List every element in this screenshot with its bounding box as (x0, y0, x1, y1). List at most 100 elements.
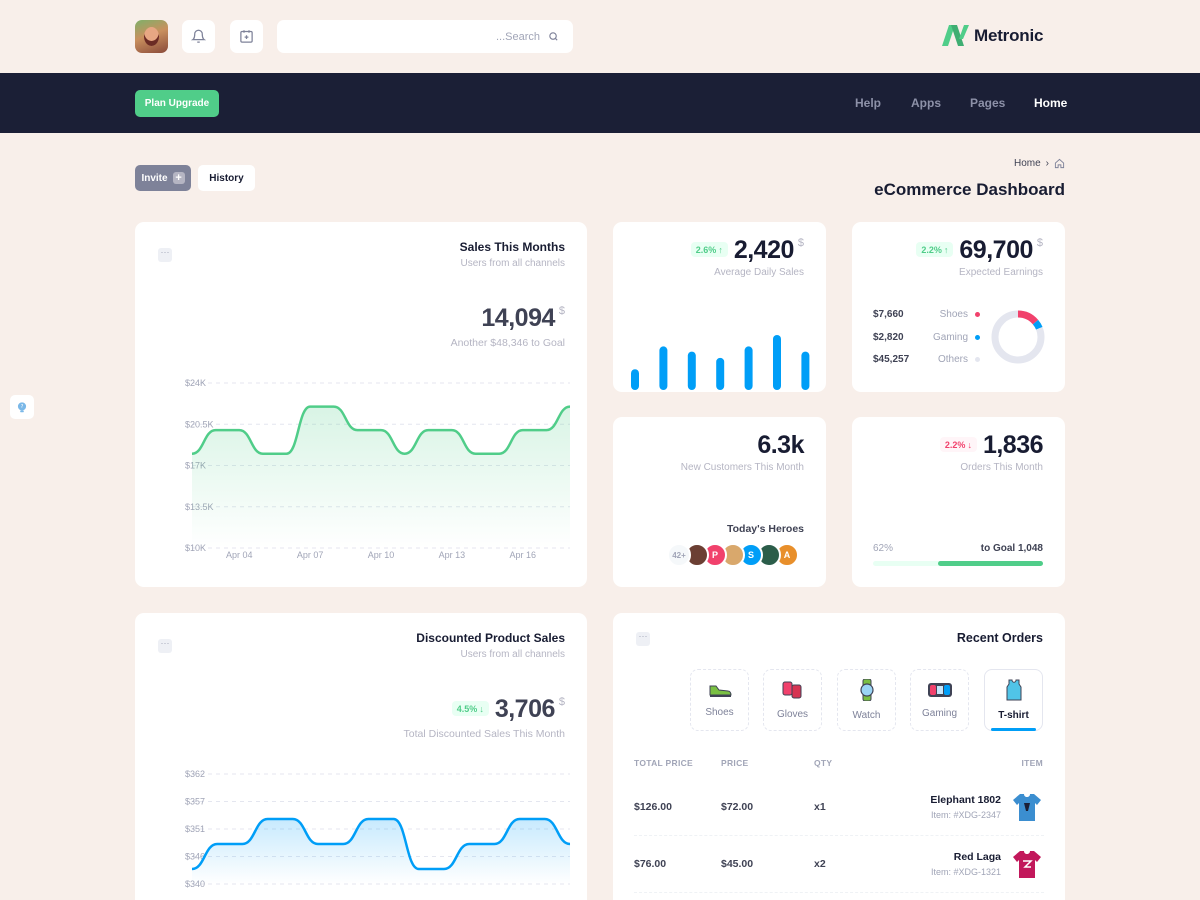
orders-stat: 2.2% ↓ 1,836 (939, 431, 1044, 460)
tab-watch[interactable]: Watch (837, 669, 896, 731)
legend-value: $45,257 (873, 353, 910, 365)
bar (801, 351, 810, 390)
history-button[interactable]: History (198, 165, 255, 191)
row-divider (634, 835, 1044, 836)
y-tick-label: $357 (185, 797, 205, 807)
tab-shoes[interactable]: Shoes (690, 669, 749, 731)
brand-logo[interactable]: Metronic (942, 25, 1043, 46)
legend-row-gaming: $2,820 Gaming (873, 330, 980, 344)
earnings-stat: 2.2% ↑ 69,700 $ (916, 236, 1043, 265)
item-name[interactable]: Red Laga (953, 851, 1001, 863)
column-header-total-price: TOTAL PRICE (634, 758, 694, 768)
legend-row-others: $45,257 Others (873, 352, 980, 366)
cell-total-price: $126.00 (634, 801, 672, 813)
heroes-title: Today's Heroes (727, 523, 804, 535)
hero-avatar[interactable]: 42+ (667, 543, 691, 567)
bell-icon (191, 29, 206, 43)
invite-label: Invite (141, 172, 168, 184)
svg-text:?: ? (21, 404, 24, 410)
sales-goal-text: Another $48,346 to Goal (450, 337, 565, 349)
bar (687, 351, 696, 390)
calendar-button[interactable] (230, 20, 263, 53)
avg-sales-label: Average Daily Sales (714, 267, 804, 278)
tab-gloves[interactable]: Gloves (763, 669, 822, 731)
tab-gaming[interactable]: Gaming (910, 669, 969, 731)
progress-goal-label: to Goal 1,048 (980, 543, 1043, 554)
new-customers-value: 6.3k (757, 431, 804, 459)
card-title: Discounted Product Sales (416, 631, 565, 645)
legend-value: $2,820 (873, 331, 904, 343)
x-tick-label: Apr 10 (368, 550, 395, 560)
nav-link-pages[interactable]: Pages (970, 96, 1006, 110)
plus-icon: + (172, 172, 185, 184)
home-icon (1054, 158, 1065, 169)
nav-link-apps[interactable]: Apps (911, 96, 941, 110)
item-name[interactable]: Elephant 1802 (930, 794, 1001, 806)
earnings-label: Expected Earnings (959, 267, 1043, 278)
discounted-sales-card: ··· Discounted Product Sales Users from … (135, 613, 587, 900)
brand-name: Metronic (974, 25, 1044, 45)
y-tick-label: $351 (185, 824, 205, 834)
row-divider (634, 892, 1044, 893)
card-menu-button[interactable]: ··· (158, 248, 172, 262)
help-float-button[interactable]: ? (10, 395, 34, 419)
earnings-growth-badge: 2.2% ↑ (916, 242, 954, 257)
notifications-button[interactable] (182, 20, 215, 53)
sales-amount-value: 14,094 (481, 304, 555, 332)
sales-amount: 14,094 $ (481, 304, 565, 333)
column-header-price: PRICE (721, 758, 749, 768)
help-bulb-icon: ? (17, 402, 27, 413)
series-area (192, 819, 570, 884)
orders-progress-bar (873, 561, 1043, 566)
recent-orders-card: ··· Recent Orders Shoes Gloves Watch Gam… (613, 613, 1065, 900)
orders-badge-text: 2.2% (944, 439, 966, 450)
new-customers-card: 6.3k New Customers This Month Today's He… (613, 417, 826, 587)
tab-label: Gloves (776, 709, 809, 720)
y-tick-label: $346 (185, 852, 205, 862)
nav-link-help[interactable]: Help (855, 96, 882, 110)
tshirt-product-image (1013, 851, 1041, 878)
avg-sales-currency: $ (797, 237, 804, 249)
hero-avatar[interactable] (685, 543, 709, 567)
nav-link-home[interactable]: Home (1034, 96, 1068, 110)
arrow-down-icon: ↓ (967, 439, 972, 450)
orders-label: Orders This Month (960, 462, 1043, 473)
watch-icon (859, 679, 874, 701)
card-menu-button[interactable]: ··· (636, 632, 650, 646)
orders-progress-fill (937, 561, 1043, 566)
tab-tshirt[interactable]: T-shirt (984, 669, 1043, 731)
cell-total-price: $76.00 (634, 858, 667, 870)
calendar-add-icon (240, 30, 253, 43)
search-placeholder: ...Search (495, 30, 540, 43)
cell-price: $45.00 (721, 858, 754, 870)
expected-earnings-card: 2.2% ↑ 69,700 $ Expected Earnings $7,660 … (852, 222, 1065, 392)
cell-qty: x2 (814, 858, 826, 870)
user-avatar[interactable] (135, 20, 168, 53)
search-input[interactable]: ...Search (277, 20, 573, 53)
bar (744, 346, 753, 390)
invite-button[interactable]: Invite + (135, 165, 191, 191)
tab-label: Shoes (705, 707, 734, 718)
new-customers-stat: 6.3k (757, 431, 804, 460)
tab-label: Watch (852, 710, 881, 721)
orders-value: 1,836 (982, 431, 1044, 459)
legend-label: Others (937, 353, 968, 365)
earnings-value: 69,700 (959, 236, 1033, 264)
plan-upgrade-button[interactable]: Plan Upgrade (135, 90, 219, 117)
orders-this-month-card: 2.2% ↓ 1,836 Orders This Month 62% to Goa… (852, 417, 1065, 587)
new-customers-label: New Customers This Month (680, 462, 804, 473)
discounted-badge-text: 4.5% (456, 703, 478, 714)
card-title: Sales This Months (459, 240, 565, 254)
recent-orders-title: Recent Orders (956, 631, 1043, 645)
arrow-up-icon: ↑ (943, 244, 949, 255)
breadcrumb-home[interactable]: Home (1013, 158, 1041, 169)
legend-dot (975, 311, 980, 317)
bar (716, 357, 725, 390)
earnings-currency: $ (1036, 237, 1043, 249)
y-tick-label: $20.5K (185, 419, 214, 429)
x-tick-label: Apr 16 (509, 550, 536, 560)
card-menu-button[interactable]: ··· (158, 639, 172, 653)
earnings-badge-text: 2.2% (921, 244, 942, 255)
daily-sales-bar-chart (631, 335, 810, 390)
